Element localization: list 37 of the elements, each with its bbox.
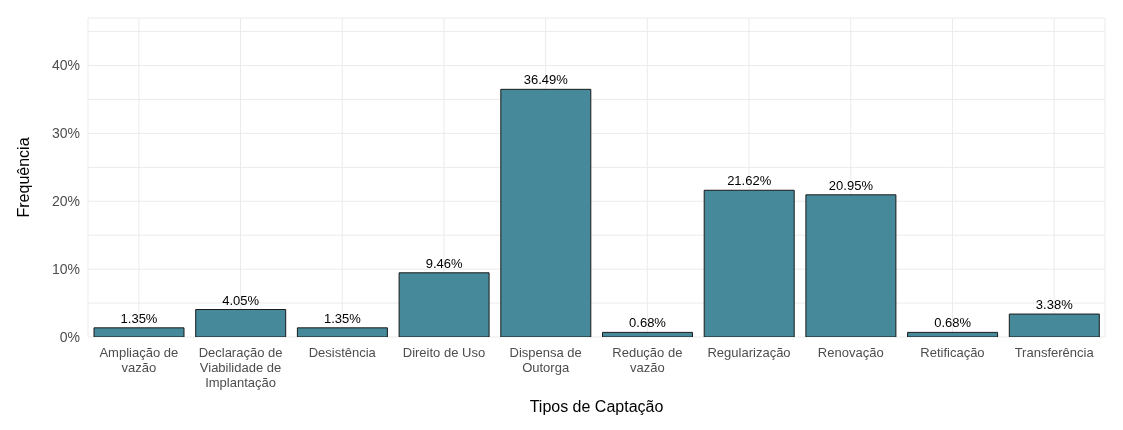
x-tick-label: Regularização [707, 345, 791, 360]
x-tick-label: Direito de Uso [402, 345, 486, 360]
y-tick-label: 30% [51, 125, 80, 142]
y-tick-label: 40% [51, 57, 80, 74]
bar [195, 309, 287, 337]
bar [805, 194, 897, 337]
bar [907, 331, 999, 337]
x-tick-label: Ampliação de vazão [99, 345, 179, 375]
bar [398, 272, 490, 337]
bar [93, 327, 185, 337]
x-tick-label: Declaração de Viabilidade de Implantação [198, 345, 283, 390]
data-label: 9.46% [425, 255, 463, 271]
x-axis-title: Tipos de Captação [529, 398, 664, 415]
bar [296, 327, 388, 337]
bar [703, 189, 795, 337]
data-label: 0.68% [629, 315, 667, 331]
data-label: 20.95% [828, 177, 874, 193]
x-tick-label: Retificação [920, 345, 985, 360]
data-label: 4.05% [222, 292, 260, 308]
y-axis-title: Frequência [14, 137, 32, 218]
data-label: 21.62% [727, 173, 772, 189]
x-tick-label: Desistência [308, 345, 377, 360]
data-label: 1.35% [323, 310, 362, 326]
x-tick-label: Renovação [817, 345, 884, 360]
bar [500, 88, 592, 337]
y-tick-label: 0% [59, 328, 80, 345]
bar [1008, 313, 1100, 337]
data-label: 3.38% [1035, 297, 1074, 313]
data-label: 0.68% [934, 315, 972, 331]
bar [602, 331, 693, 337]
y-tick-label: 20% [51, 193, 80, 210]
x-tick-label: Dispensa de Outorga [509, 345, 582, 375]
y-tick-label: 10% [51, 261, 80, 278]
data-label: 36.49% [523, 72, 569, 88]
x-tick-label: Transferência [1014, 345, 1095, 360]
x-tick-label: Redução de vazão [612, 345, 683, 375]
data-label: 1.35% [120, 310, 158, 326]
